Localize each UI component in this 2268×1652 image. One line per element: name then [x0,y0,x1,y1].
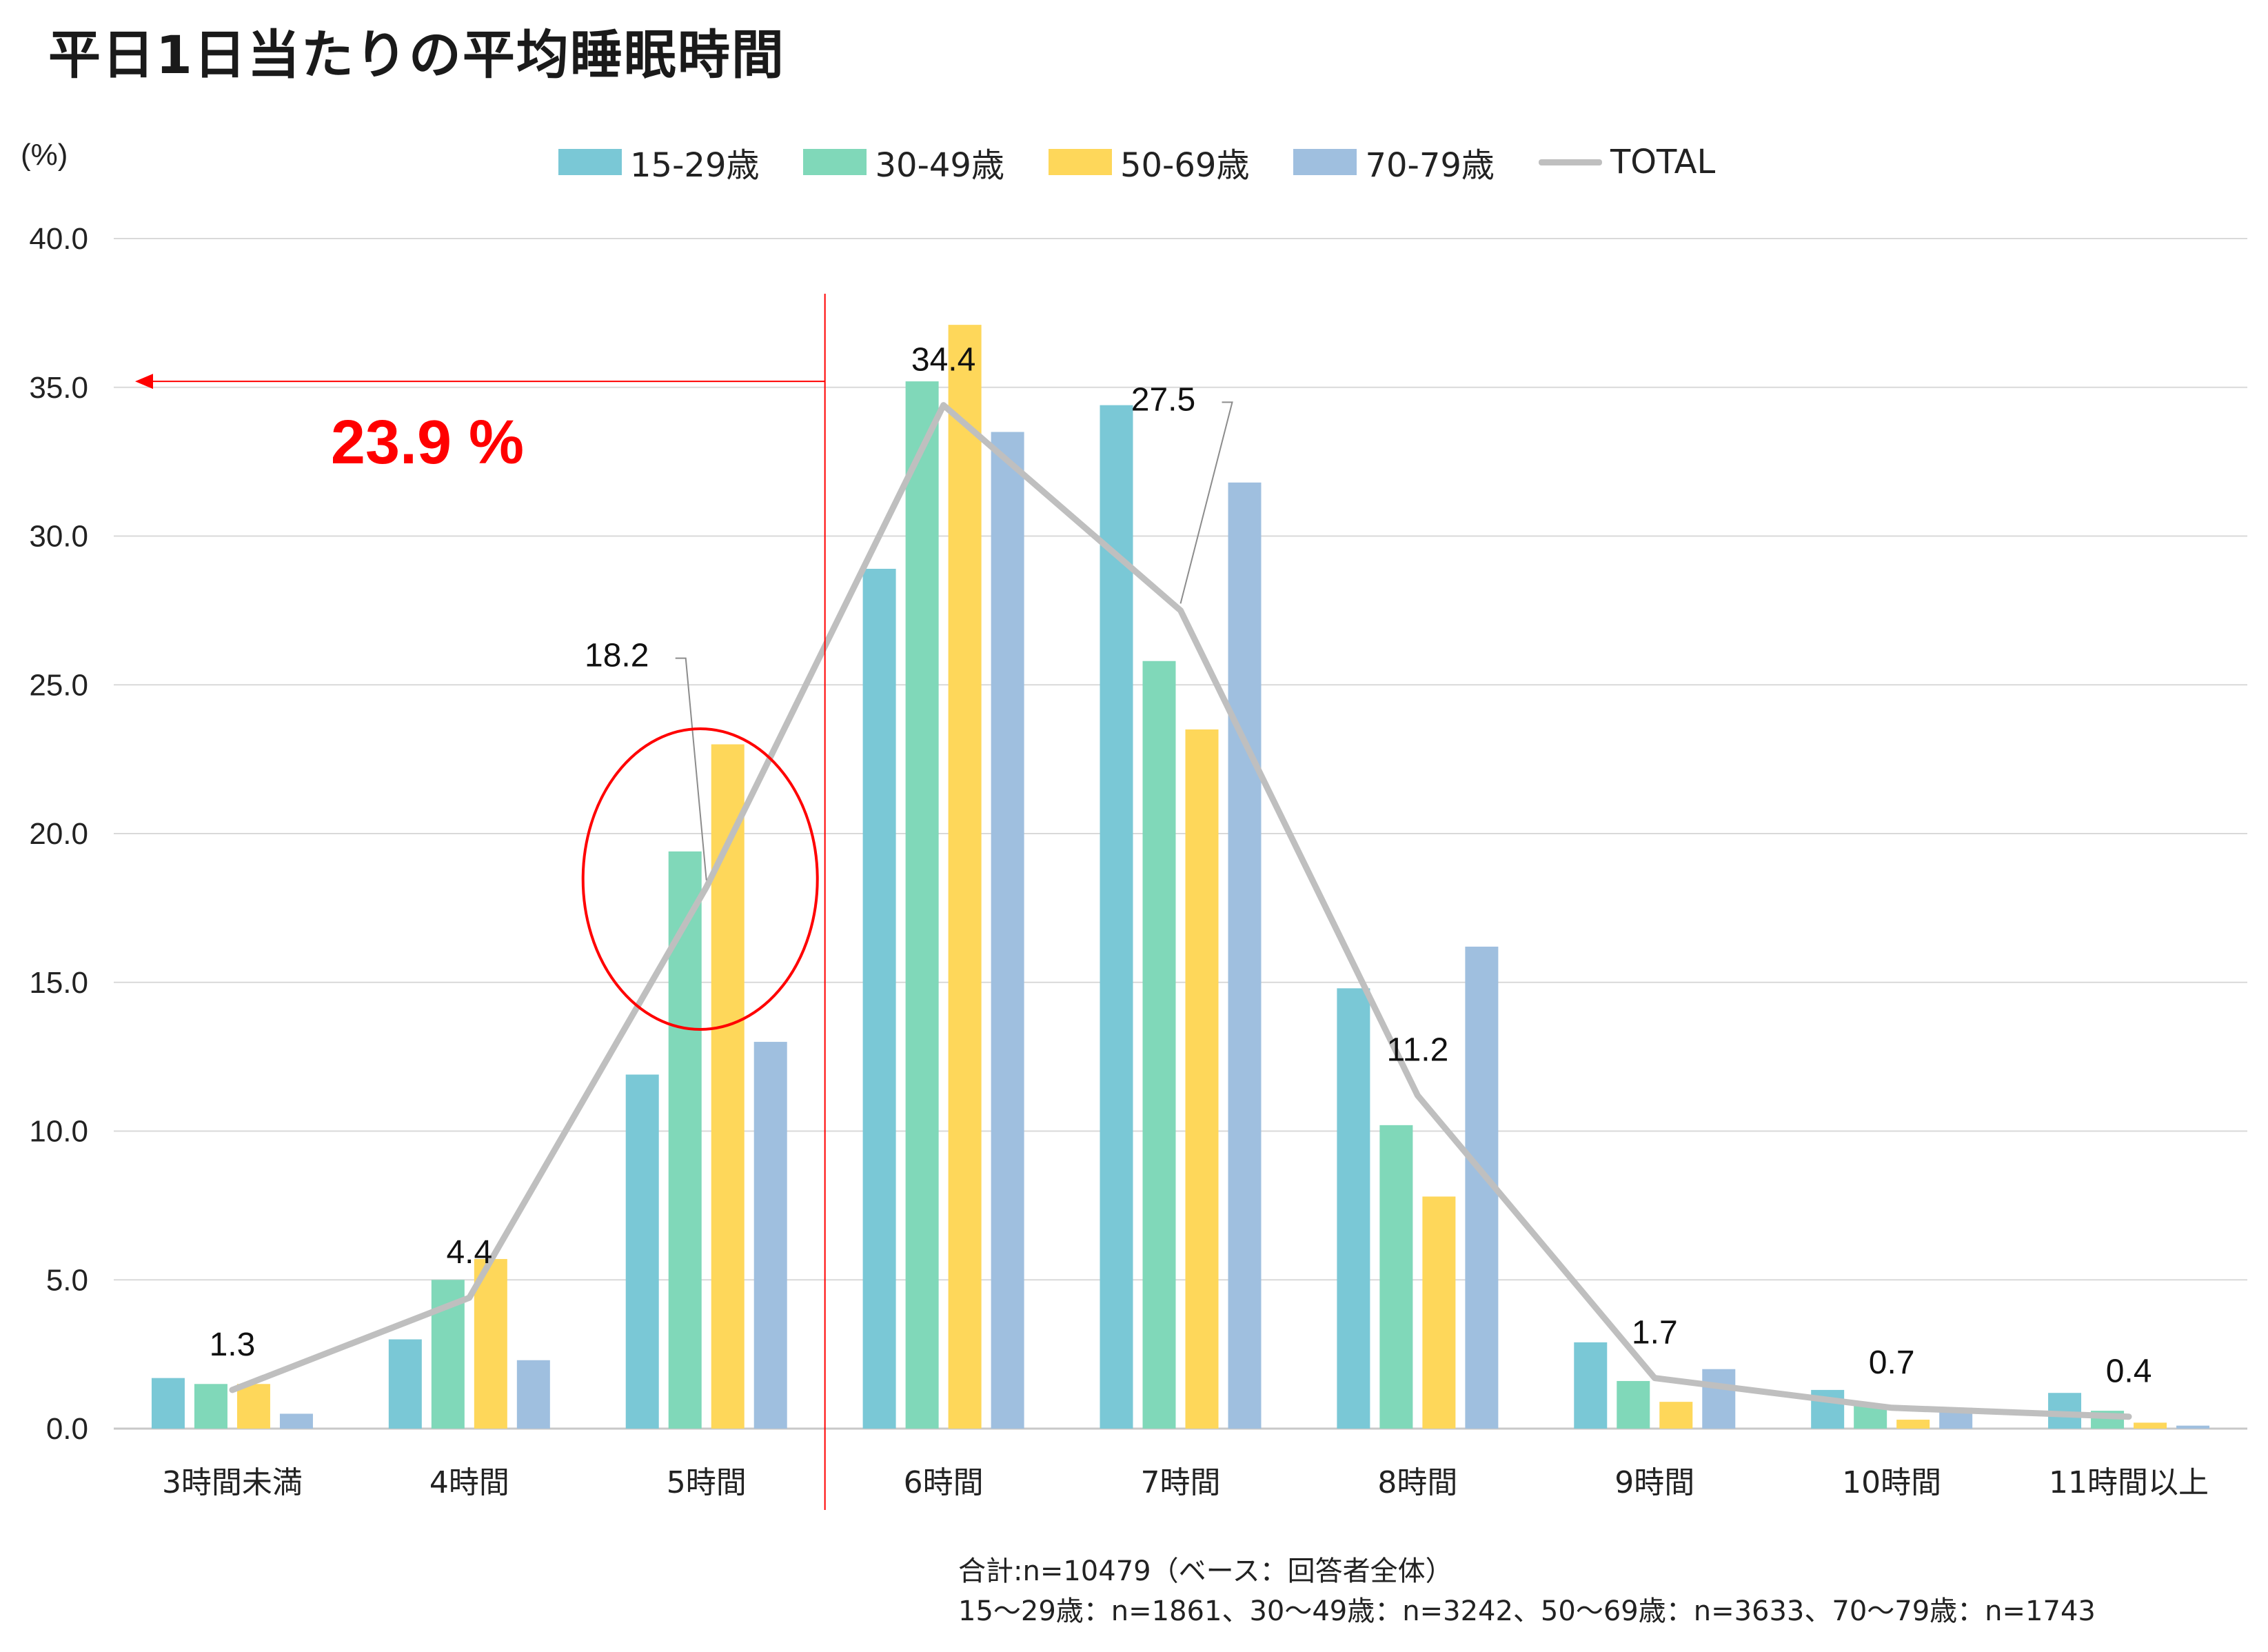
sample-note-groups: 15～29歳：n=1861、30～49歳：n=3242、50～69歳：n=363… [958,1595,2096,1627]
legend-swatch [558,149,622,175]
x-category-label: 5時間 [667,1465,747,1500]
bar [1896,1420,1930,1429]
x-category-label: 9時間 [1614,1465,1694,1500]
y-tick-label: 10.0 [29,1115,88,1149]
bar [1100,405,1133,1429]
legend-item: 50-69歳 [1048,138,1250,186]
bar [1379,1125,1413,1429]
legend-label: 70-79歳 [1365,146,1495,185]
legend-label: TOTAL [1610,143,1716,181]
bar [1337,988,1370,1429]
data-label: 34.4 [911,342,975,379]
y-tick-label: 25.0 [29,668,88,702]
data-label: 11.2 [1386,1032,1448,1069]
legend-item: 70-79歳 [1293,138,1495,186]
data-label: 18.2 [585,638,649,674]
bar [2134,1422,2167,1429]
legend-swatch [1293,149,1357,175]
bar [625,1074,659,1429]
y-tick-label: 30.0 [29,520,88,554]
legend-item: 30-49歳 [803,138,1004,186]
bar [862,568,896,1429]
x-category-label: 10時間 [1842,1465,1941,1500]
y-axis-unit: (%) [21,138,68,172]
legend-swatch [803,149,867,175]
bar [1617,1380,1650,1429]
bar [711,744,745,1429]
data-label: 1.7 [1632,1315,1678,1351]
x-category-label: 4時間 [429,1465,509,1500]
data-label: 0.7 [1869,1344,1915,1381]
data-label: 1.3 [210,1327,256,1363]
bar [991,432,1024,1429]
chart-title: 平日1日当たりの平均睡眠時間 [48,24,785,85]
y-tick-label: 0.0 [46,1412,88,1446]
bar [1142,661,1176,1429]
legend-label: 50-69歳 [1120,146,1250,185]
legend-item: 15-29歳 [558,138,759,186]
bar [279,1413,313,1429]
bar [388,1339,422,1429]
highlight-ellipse [581,727,819,1031]
bar [905,381,939,1429]
bar [151,1378,185,1429]
bar [753,1042,787,1429]
bar [1185,729,1219,1429]
legend-line-swatch [1538,159,1602,165]
bar [1659,1402,1693,1429]
data-label: 4.4 [446,1234,492,1271]
x-category-label: 6時間 [904,1465,984,1500]
bar [1422,1196,1456,1429]
x-category-label: 11時間以上 [2049,1465,2209,1500]
y-tick-label: 40.0 [29,222,88,256]
y-tick-label: 5.0 [46,1263,88,1297]
bar [516,1360,550,1429]
x-category-label: 3時間未満 [162,1465,303,1500]
arrow-head [135,374,153,390]
legend: 15-29歳 30-49歳 50-69歳 70-79歳 TOTAL [558,138,1759,186]
y-tick-label: 15.0 [29,966,88,1000]
x-category-label: 7時間 [1141,1465,1221,1500]
bar [2048,1393,2082,1429]
legend-label: 15-29歳 [630,146,760,185]
bar [194,1384,227,1429]
legend-label: 30-49歳 [875,146,1004,185]
leader-line [1179,401,1233,604]
y-tick-label: 35.0 [29,371,88,405]
sample-note: 合計:n=10479（ベース：回答者全体） 15～29歳：n=1861、30～4… [958,1551,2096,1631]
x-category-label: 8時間 [1377,1465,1457,1500]
bar [948,325,982,1429]
bar [236,1384,270,1429]
annotation-label: 23.9 % [331,408,524,477]
total-line [229,402,2132,1420]
bar [2176,1425,2210,1429]
bar [1574,1342,1608,1429]
bar [1228,482,1262,1429]
data-label: 0.4 [2106,1353,2152,1390]
legend-item: TOTAL [1538,143,1716,181]
legend-swatch [1048,149,1112,175]
bar [1702,1369,1736,1429]
bar [474,1259,507,1429]
sample-note-total: 合計:n=10479（ベース：回答者全体） [958,1555,1453,1587]
leader-line [675,657,707,880]
y-tick-label: 20.0 [29,817,88,851]
data-label: 27.5 [1131,381,1195,418]
